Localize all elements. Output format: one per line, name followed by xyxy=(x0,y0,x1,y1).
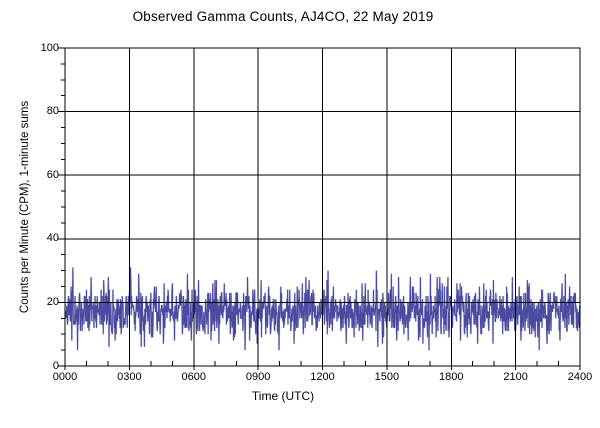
y-tick-label: 60 xyxy=(46,168,59,181)
x-tick-label: 0300 xyxy=(117,371,142,383)
x-tick-label: 1800 xyxy=(439,371,464,383)
x-axis-title: Time (UTC) xyxy=(251,389,315,403)
x-tick-label: 0900 xyxy=(245,371,271,383)
x-tick-label: 1500 xyxy=(374,371,400,383)
x-tick-label: 1200 xyxy=(310,371,335,383)
x-tick-label: 0600 xyxy=(181,371,206,383)
y-tick-label: 40 xyxy=(46,232,59,245)
x-tick-label: 0000 xyxy=(52,371,78,383)
x-tick-label: 2100 xyxy=(503,371,528,383)
y-tick-label: 100 xyxy=(40,41,59,54)
y-tick-label: 80 xyxy=(46,105,59,118)
y-tick-label: 0 xyxy=(52,359,59,372)
plot-border xyxy=(64,47,581,367)
y-tick-label: 20 xyxy=(46,295,59,308)
chart-title: Observed Gamma Counts, AJ4CO, 22 May 201… xyxy=(132,9,434,24)
x-tick-label: 2400 xyxy=(567,371,593,383)
